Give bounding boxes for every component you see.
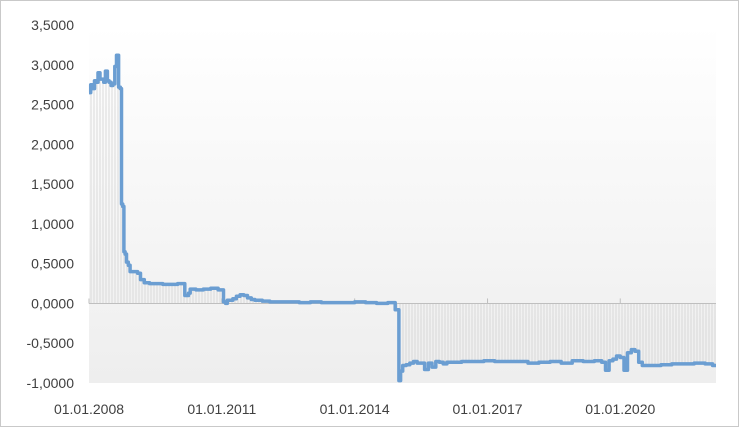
y-tick-label: 1,5000: [31, 176, 74, 192]
y-tick-label: 2,0000: [31, 136, 74, 152]
x-axis-tick-labels: 01.01.2008 01.01.2011 01.01.2014 01.01.2017…: [54, 401, 656, 417]
y-tick-label: 2,5000: [31, 97, 74, 113]
drop-lines: [90, 55, 716, 381]
y-tick-label: 0,5000: [31, 256, 74, 272]
y-tick-label: 3,5000: [31, 17, 74, 33]
x-tick-label: 01.01.2008: [54, 401, 124, 417]
y-tick-label: -0,5000: [27, 335, 75, 351]
y-tick-label: 3,0000: [31, 57, 74, 73]
x-tick-label: 01.01.2017: [452, 401, 522, 417]
y-tick-label: 0,0000: [31, 295, 74, 311]
y-tick-label: -1,0000: [27, 375, 75, 391]
x-tick-label: 01.01.2014: [320, 401, 390, 417]
y-axis-tick-labels: 3,5000 3,0000 2,5000 2,0000 1,5000 1,0000 0,50…: [27, 17, 75, 391]
plot-background: [89, 25, 716, 383]
y-tick-label: 1,0000: [31, 216, 74, 232]
x-tick-label: 01.01.2011: [187, 401, 256, 417]
series-line: [88, 53, 716, 383]
x-tick-label: 01.01.2020: [585, 401, 655, 417]
